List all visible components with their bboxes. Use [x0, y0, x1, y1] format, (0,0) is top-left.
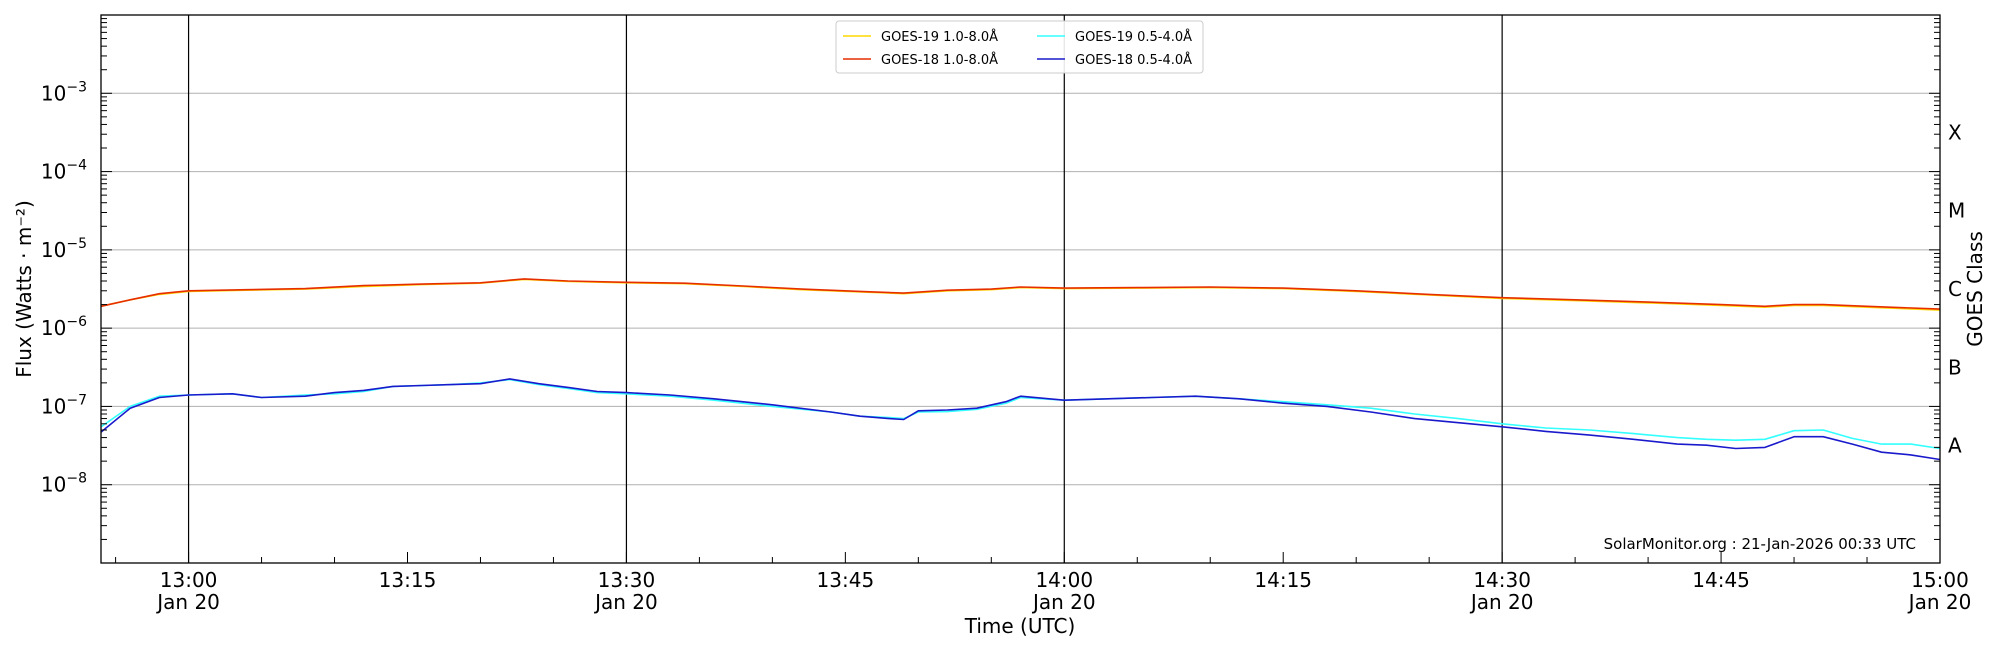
x-tick-label: 14:45	[1692, 568, 1750, 592]
x-tick-label: 14:15	[1254, 568, 1312, 592]
x-tick-date-label: Jan 20	[155, 590, 220, 614]
x-tick-label: 13:30	[598, 568, 656, 592]
y-tick-label: 10−6	[41, 314, 87, 340]
y-tick-label: 10−7	[41, 392, 87, 418]
goes-class-label: X	[1948, 120, 1962, 144]
goes-class-label: A	[1948, 434, 1962, 458]
x-tick-label: 13:00	[160, 568, 218, 592]
x-tick-label: 13:45	[817, 568, 875, 592]
legend-label-goes19-short: GOES-19 0.5-4.0Å	[1075, 29, 1192, 45]
y-tick-label: 10−5	[41, 236, 87, 262]
y-tick-labels: 10−8 10−7 10−6 10−5 10−4 10−3	[41, 79, 87, 496]
legend-label-goes19-long: GOES-19 1.0-8.0Å	[881, 29, 998, 45]
series-line-2	[100, 378, 1941, 450]
goes-class-label: C	[1948, 277, 1962, 301]
series-layer	[100, 278, 1941, 461]
plot-frame	[100, 14, 1941, 564]
x-tick-date-label: Jan 20	[1031, 590, 1096, 614]
x-tick-label: 15:00	[1911, 568, 1969, 592]
x-tick-label: 14:00	[1035, 568, 1093, 592]
x-tick-date-label: Jan 20	[593, 590, 658, 614]
legend: GOES-19 1.0-8.0Å GOES-18 1.0-8.0Å GOES-1…	[835, 20, 1204, 74]
grid-layer	[101, 14, 1940, 564]
series-line-3	[100, 378, 1941, 461]
y-axis-title: Flux (Watts · m⁻²)	[12, 200, 36, 378]
vertical-lines-layer	[187, 15, 1503, 563]
goes-class-label: M	[1948, 199, 1965, 223]
goes-class-axis-title: GOES Class	[1963, 231, 1987, 347]
series-line-0	[100, 278, 1941, 311]
x-tick-label: 13:15	[379, 568, 437, 592]
legend-box	[835, 20, 1204, 74]
y-tick-label: 10−4	[41, 158, 87, 184]
x-axis-title: Time (UTC)	[964, 614, 1076, 638]
y-tick-label: 10−8	[41, 471, 87, 497]
y-tick-label: 10−3	[41, 79, 87, 105]
goes-class-label: B	[1948, 355, 1962, 379]
legend-label-goes18-short: GOES-18 0.5-4.0Å	[1075, 52, 1192, 68]
legend-label-goes18-long: GOES-18 1.0-8.0Å	[881, 52, 998, 68]
x-tick-date-label: Jan 20	[1907, 590, 1972, 614]
watermark-annotation: SolarMonitor.org : 21-Jan-2026 00:33 UTC	[1604, 535, 1916, 553]
x-tick-label: 14:30	[1473, 568, 1531, 592]
goes-class-labels: A B C M X	[1948, 120, 1965, 457]
series-line-1	[100, 278, 1941, 310]
x-tick-date-label: Jan 20	[1469, 590, 1534, 614]
tick-layer	[101, 18, 1941, 564]
